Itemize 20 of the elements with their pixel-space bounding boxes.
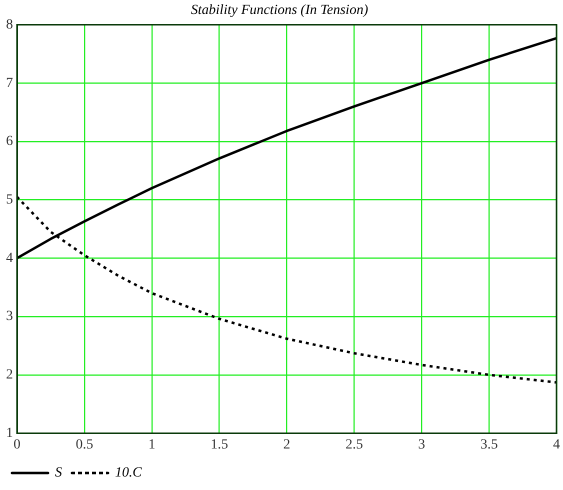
y-tick-label: 2 (6, 368, 13, 383)
x-tick-label: 0.5 (76, 437, 94, 452)
x-tick-label: 3 (418, 437, 426, 452)
x-tick-label: 4 (553, 437, 560, 452)
y-tick-label: 8 (6, 17, 13, 32)
y-tick-label: 7 (6, 76, 13, 91)
x-tick-label: 3.5 (480, 437, 498, 452)
x-tick-label: 1 (148, 437, 156, 452)
x-tick-label: 2 (283, 437, 290, 452)
legend-label: 10.C (115, 466, 142, 481)
x-tick-label: 1.5 (210, 437, 228, 452)
x-tick-label: 2.5 (345, 437, 363, 452)
y-tick-label: 4 (6, 250, 13, 266)
y-tick-label: 1 (6, 426, 13, 441)
y-tick-label: 3 (6, 309, 13, 324)
y-tick-label: 6 (6, 134, 13, 150)
x-tick-label: 0 (14, 437, 20, 452)
chart-title: Stability Functions (In Tension) (190, 3, 368, 18)
y-tick-label: 5 (6, 192, 13, 208)
legend-label: S (55, 466, 62, 481)
